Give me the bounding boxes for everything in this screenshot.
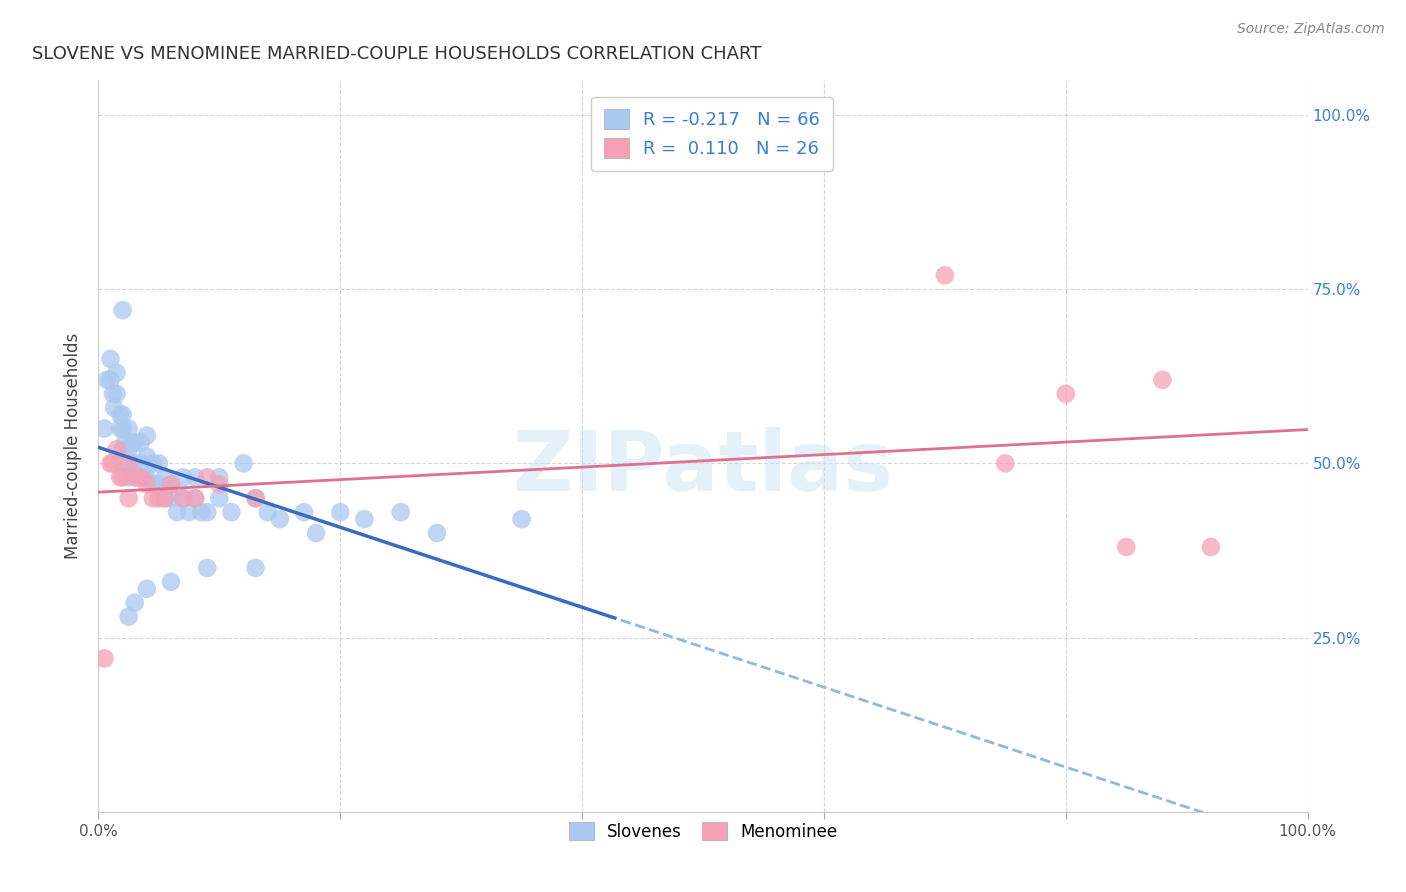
Legend: Slovenes, Menominee: Slovenes, Menominee	[562, 816, 844, 847]
Point	[111, 303, 134, 318]
Point	[195, 561, 218, 575]
Point	[994, 457, 1017, 471]
Point	[121, 457, 143, 471]
Point	[124, 435, 146, 450]
Point	[329, 505, 352, 519]
Point	[269, 512, 291, 526]
Point	[172, 491, 194, 506]
Point	[256, 505, 278, 519]
Point	[221, 505, 243, 519]
Point	[389, 505, 412, 519]
Point	[127, 470, 149, 484]
Text: ZIPatlas: ZIPatlas	[513, 427, 893, 508]
Point	[134, 470, 156, 484]
Point	[208, 491, 231, 506]
Point	[153, 491, 176, 506]
Point	[114, 457, 136, 471]
Point	[118, 442, 141, 457]
Point	[124, 457, 146, 471]
Point	[101, 457, 124, 471]
Point	[121, 435, 143, 450]
Point	[153, 470, 176, 484]
Point	[100, 373, 122, 387]
Point	[101, 386, 124, 401]
Point	[108, 421, 131, 435]
Point	[118, 421, 141, 435]
Point	[292, 505, 315, 519]
Point	[208, 470, 231, 484]
Point	[148, 491, 170, 506]
Point	[160, 574, 183, 589]
Point	[195, 470, 218, 484]
Point	[305, 526, 328, 541]
Point	[118, 470, 141, 484]
Point	[142, 477, 165, 491]
Point	[184, 470, 207, 484]
Point	[426, 526, 449, 541]
Point	[100, 457, 122, 471]
Text: Source: ZipAtlas.com: Source: ZipAtlas.com	[1237, 22, 1385, 37]
Point	[1054, 386, 1077, 401]
Point	[111, 442, 134, 457]
Point	[142, 491, 165, 506]
Point	[135, 428, 157, 442]
Point	[172, 470, 194, 484]
Point	[108, 408, 131, 422]
Point	[135, 477, 157, 491]
Point	[105, 366, 128, 380]
Point	[129, 470, 152, 484]
Point	[111, 408, 134, 422]
Point	[93, 421, 115, 435]
Y-axis label: Married-couple Households: Married-couple Households	[65, 333, 83, 559]
Point	[1199, 540, 1222, 554]
Point	[353, 512, 375, 526]
Point	[124, 596, 146, 610]
Point	[111, 421, 134, 435]
Point	[190, 505, 212, 519]
Point	[172, 491, 194, 506]
Point	[1115, 540, 1137, 554]
Point	[184, 491, 207, 506]
Point	[934, 268, 956, 283]
Point	[166, 505, 188, 519]
Point	[135, 450, 157, 464]
Point	[232, 457, 254, 471]
Point	[96, 373, 118, 387]
Point	[124, 470, 146, 484]
Point	[142, 457, 165, 471]
Point	[105, 386, 128, 401]
Point	[160, 477, 183, 491]
Point	[245, 561, 267, 575]
Point	[160, 491, 183, 506]
Point	[114, 435, 136, 450]
Point	[135, 470, 157, 484]
Point	[245, 491, 267, 506]
Point	[160, 477, 183, 491]
Point	[111, 470, 134, 484]
Point	[153, 491, 176, 506]
Point	[179, 505, 201, 519]
Point	[105, 442, 128, 457]
Text: SLOVENE VS MENOMINEE MARRIED-COUPLE HOUSEHOLDS CORRELATION CHART: SLOVENE VS MENOMINEE MARRIED-COUPLE HOUS…	[32, 45, 761, 63]
Point	[245, 491, 267, 506]
Point	[103, 401, 125, 415]
Point	[108, 470, 131, 484]
Point	[148, 477, 170, 491]
Point	[129, 457, 152, 471]
Point	[510, 512, 533, 526]
Point	[118, 491, 141, 506]
Point	[129, 435, 152, 450]
Point	[195, 505, 218, 519]
Point	[135, 582, 157, 596]
Point	[208, 477, 231, 491]
Point	[93, 651, 115, 665]
Point	[184, 491, 207, 506]
Point	[100, 351, 122, 366]
Point	[118, 457, 141, 471]
Point	[148, 457, 170, 471]
Point	[118, 609, 141, 624]
Point	[1152, 373, 1174, 387]
